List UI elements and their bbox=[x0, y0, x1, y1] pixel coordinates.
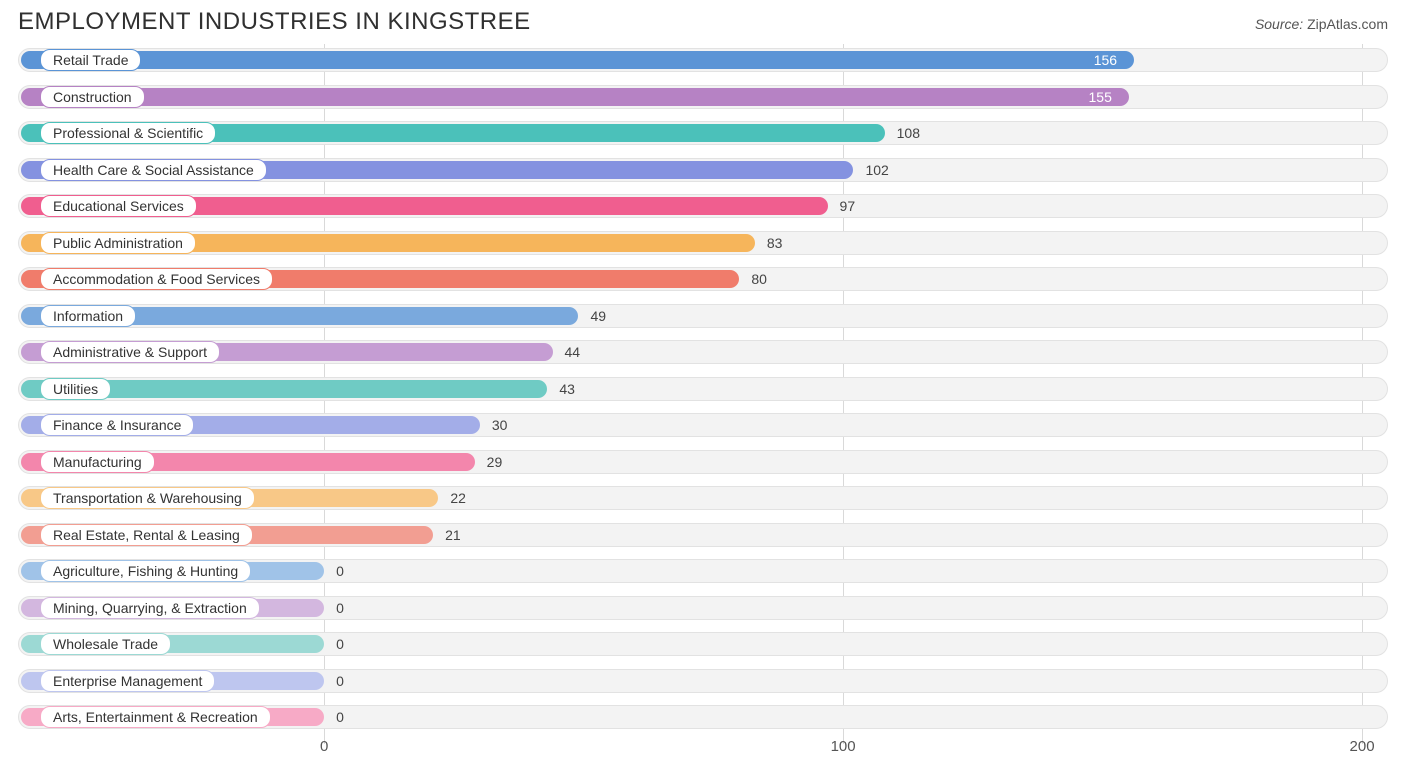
bar-value: 156 bbox=[1094, 52, 1117, 68]
bar-label: Information bbox=[40, 305, 136, 327]
chart-xaxis: 0 100 200 bbox=[18, 738, 1388, 762]
xaxis-tick-label: 200 bbox=[1350, 738, 1375, 755]
bar-label: Mining, Quarrying, & Extraction bbox=[40, 597, 260, 619]
bar-label: Real Estate, Rental & Leasing bbox=[40, 524, 253, 546]
bar-row: Wholesale Trade 0 bbox=[18, 628, 1388, 660]
bar-label: Professional & Scientific bbox=[40, 122, 216, 144]
bar-label: Finance & Insurance bbox=[40, 414, 194, 436]
bar-row: Public Administration 83 bbox=[18, 227, 1388, 259]
bar-row: Arts, Entertainment & Recreation 0 bbox=[18, 701, 1388, 733]
bar-value: 29 bbox=[487, 454, 503, 470]
bar-label: Accommodation & Food Services bbox=[40, 268, 273, 290]
chart-plot: Retail Trade 156 Construction 155 Profession… bbox=[18, 44, 1388, 744]
bar-value: 155 bbox=[1089, 89, 1112, 105]
bar-label: Construction bbox=[40, 86, 145, 108]
chart-bars: Retail Trade 156 Construction 155 Profession… bbox=[18, 44, 1388, 733]
chart-region: Retail Trade 156 Construction 155 Profession… bbox=[0, 38, 1406, 744]
bar-label: Utilities bbox=[40, 378, 111, 400]
bar-value: 44 bbox=[565, 344, 581, 360]
bar-row: Health Care & Social Assistance 102 bbox=[18, 154, 1388, 186]
bar-label: Administrative & Support bbox=[40, 341, 220, 363]
bar-row: Professional & Scientific 108 bbox=[18, 117, 1388, 149]
bar-row: Retail Trade 156 bbox=[18, 44, 1388, 76]
bar-label: Health Care & Social Assistance bbox=[40, 159, 267, 181]
xaxis-tick-label: 100 bbox=[831, 738, 856, 755]
bar-row: Agriculture, Fishing & Hunting 0 bbox=[18, 555, 1388, 587]
bar-value: 21 bbox=[445, 527, 461, 543]
bar-row: Administrative & Support 44 bbox=[18, 336, 1388, 368]
bar-label: Wholesale Trade bbox=[40, 633, 171, 655]
bar-value: 49 bbox=[590, 308, 606, 324]
bar-row: Manufacturing 29 bbox=[18, 446, 1388, 478]
bar-label: Enterprise Management bbox=[40, 670, 215, 692]
bar-row: Finance & Insurance 30 bbox=[18, 409, 1388, 441]
bar-label: Retail Trade bbox=[40, 49, 141, 71]
bar-value: 0 bbox=[336, 673, 344, 689]
bar-value: 0 bbox=[336, 636, 344, 652]
bar-value: 30 bbox=[492, 417, 508, 433]
bar-value: 0 bbox=[336, 600, 344, 616]
bar-value: 83 bbox=[767, 235, 783, 251]
bar-row: Information 49 bbox=[18, 300, 1388, 332]
chart-source: Source: ZipAtlas.com bbox=[1255, 16, 1388, 32]
bar-fill bbox=[21, 51, 1134, 69]
bar-value: 22 bbox=[450, 490, 466, 506]
chart-header: EMPLOYMENT INDUSTRIES IN KINGSTREE Sourc… bbox=[0, 0, 1406, 38]
bar-value: 108 bbox=[897, 125, 920, 141]
bar-row: Real Estate, Rental & Leasing 21 bbox=[18, 519, 1388, 551]
bar-value: 102 bbox=[865, 162, 888, 178]
bar-value: 0 bbox=[336, 563, 344, 579]
bar-row: Utilities 43 bbox=[18, 373, 1388, 405]
bar-row: Construction 155 bbox=[18, 81, 1388, 113]
bar-value: 80 bbox=[751, 271, 767, 287]
bar-label: Transportation & Warehousing bbox=[40, 487, 255, 509]
bar-value: 43 bbox=[559, 381, 575, 397]
bar-value: 0 bbox=[336, 709, 344, 725]
bar-label: Public Administration bbox=[40, 232, 196, 254]
bar-label: Arts, Entertainment & Recreation bbox=[40, 706, 271, 728]
bar-row: Transportation & Warehousing 22 bbox=[18, 482, 1388, 514]
bar-fill bbox=[21, 88, 1129, 106]
bar-value: 97 bbox=[840, 198, 856, 214]
bar-row: Mining, Quarrying, & Extraction 0 bbox=[18, 592, 1388, 624]
bar-row: Enterprise Management 0 bbox=[18, 665, 1388, 697]
bar-label: Educational Services bbox=[40, 195, 197, 217]
bar-label: Manufacturing bbox=[40, 451, 155, 473]
bar-row: Educational Services 97 bbox=[18, 190, 1388, 222]
source-label: Source: bbox=[1255, 16, 1303, 32]
bar-label: Agriculture, Fishing & Hunting bbox=[40, 560, 251, 582]
chart-title: EMPLOYMENT INDUSTRIES IN KINGSTREE bbox=[18, 8, 531, 36]
bar-row: Accommodation & Food Services 80 bbox=[18, 263, 1388, 295]
xaxis-tick-label: 0 bbox=[320, 738, 328, 755]
source-value: ZipAtlas.com bbox=[1307, 16, 1388, 32]
